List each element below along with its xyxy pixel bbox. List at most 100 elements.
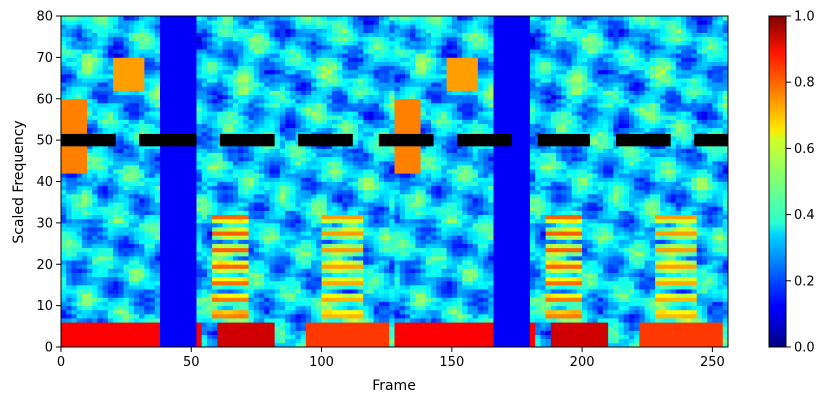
heatmap-cell bbox=[71, 243, 78, 249]
heatmap-cell bbox=[331, 193, 338, 199]
heatmap-cell bbox=[238, 342, 244, 347]
heatmap-cell bbox=[238, 264, 244, 269]
heatmap-cell bbox=[206, 338, 213, 344]
heatmap-cell bbox=[92, 243, 98, 249]
heatmap-cell bbox=[222, 326, 229, 331]
heatmap-cell bbox=[222, 297, 229, 302]
heatmap-cell bbox=[102, 152, 109, 158]
heatmap-cell bbox=[316, 293, 322, 298]
heatmap-cell bbox=[326, 251, 333, 257]
heatmap-cell bbox=[342, 73, 348, 79]
heatmap-cell bbox=[358, 98, 364, 104]
heatmap-cell bbox=[61, 297, 67, 302]
heatmap-cell bbox=[274, 98, 281, 104]
heatmap-cell bbox=[232, 107, 239, 112]
heatmap-cell bbox=[342, 193, 348, 199]
heatmap-cell bbox=[316, 94, 322, 100]
heatmap-cell bbox=[107, 214, 114, 220]
heatmap-cell bbox=[196, 82, 203, 87]
heatmap-cell bbox=[165, 119, 171, 124]
heatmap-cell bbox=[71, 322, 78, 327]
heatmap-cell bbox=[253, 44, 260, 50]
heatmap-cell bbox=[196, 164, 203, 170]
heatmap-cell bbox=[201, 235, 208, 240]
heatmap-cell bbox=[128, 53, 135, 58]
heatmap-cell bbox=[248, 243, 255, 249]
heatmap-cell bbox=[128, 177, 135, 182]
heatmap-cell bbox=[269, 164, 276, 170]
heatmap-cell bbox=[222, 193, 229, 199]
heatmap-cell bbox=[175, 202, 182, 207]
heatmap-cell bbox=[113, 227, 119, 232]
heatmap-cell bbox=[201, 214, 208, 220]
heatmap-cell bbox=[347, 235, 354, 240]
heatmap-cell bbox=[144, 181, 150, 187]
heatmap-cell bbox=[113, 177, 119, 182]
heatmap-cell bbox=[133, 177, 140, 182]
heatmap-cell bbox=[102, 297, 109, 302]
heatmap-cell bbox=[87, 189, 93, 195]
heatmap-cell bbox=[154, 264, 161, 269]
heatmap-cell bbox=[165, 44, 171, 50]
heatmap-cell bbox=[227, 65, 234, 71]
heatmap-cell bbox=[238, 280, 244, 286]
heatmap-cell bbox=[144, 243, 150, 249]
heatmap-cell bbox=[316, 268, 322, 273]
heatmap-cell bbox=[222, 227, 229, 232]
heatmap-cell bbox=[253, 82, 260, 87]
heatmap-cell bbox=[102, 206, 109, 211]
heatmap-cell bbox=[331, 318, 338, 323]
heatmap-cell bbox=[97, 57, 104, 62]
heatmap-cell bbox=[66, 284, 72, 290]
heatmap-cell bbox=[243, 210, 249, 215]
heatmap-cell bbox=[363, 227, 369, 232]
heatmap-cell bbox=[222, 284, 229, 290]
heatmap-cell bbox=[378, 222, 385, 228]
heatmap-cell bbox=[149, 49, 156, 54]
heatmap-cell bbox=[170, 57, 177, 62]
heatmap-cell bbox=[154, 36, 161, 42]
heatmap-cell bbox=[232, 305, 239, 311]
heatmap-cell bbox=[186, 123, 192, 129]
heatmap-cell bbox=[279, 276, 286, 282]
heatmap-cell bbox=[118, 309, 124, 315]
heatmap-cell bbox=[264, 193, 270, 199]
heatmap-cell bbox=[61, 49, 67, 54]
heatmap-cell bbox=[149, 231, 156, 236]
heatmap-cell bbox=[201, 78, 208, 83]
heatmap-cell bbox=[133, 301, 140, 307]
heatmap-cell bbox=[128, 44, 135, 50]
heatmap-cell bbox=[248, 227, 255, 232]
heatmap-cell bbox=[87, 264, 93, 269]
heatmap-cell bbox=[149, 28, 156, 33]
heatmap-cell bbox=[206, 247, 213, 253]
heatmap-cell bbox=[285, 140, 291, 145]
heatmap-cell bbox=[144, 94, 150, 100]
heatmap-cell bbox=[154, 73, 161, 79]
heatmap-cell bbox=[264, 164, 270, 170]
heatmap-cell bbox=[113, 135, 119, 141]
heatmap-cell bbox=[113, 140, 119, 145]
heatmap-cell bbox=[97, 289, 104, 294]
heatmap-cell bbox=[269, 152, 276, 158]
heatmap-cell bbox=[368, 305, 375, 311]
heatmap-cell bbox=[87, 227, 93, 232]
heatmap-cell bbox=[92, 144, 98, 149]
heatmap-cell bbox=[186, 260, 192, 265]
heatmap-cell bbox=[81, 144, 88, 149]
heatmap-cell bbox=[196, 218, 203, 224]
heatmap-cell bbox=[92, 247, 98, 253]
heatmap-cell bbox=[238, 119, 244, 124]
heatmap-cell bbox=[373, 24, 380, 29]
heatmap-cell bbox=[144, 36, 150, 42]
heatmap-cell bbox=[128, 32, 135, 38]
heatmap-cell bbox=[378, 185, 385, 191]
heatmap-cell bbox=[259, 222, 265, 228]
heatmap-cell bbox=[321, 255, 328, 261]
heatmap-cell bbox=[87, 301, 93, 307]
heatmap-cells bbox=[61, 16, 728, 347]
heatmap-cell bbox=[253, 322, 260, 327]
heatmap-cell bbox=[337, 293, 343, 298]
heatmap-cell bbox=[97, 198, 104, 203]
heatmap-cell bbox=[139, 20, 145, 25]
